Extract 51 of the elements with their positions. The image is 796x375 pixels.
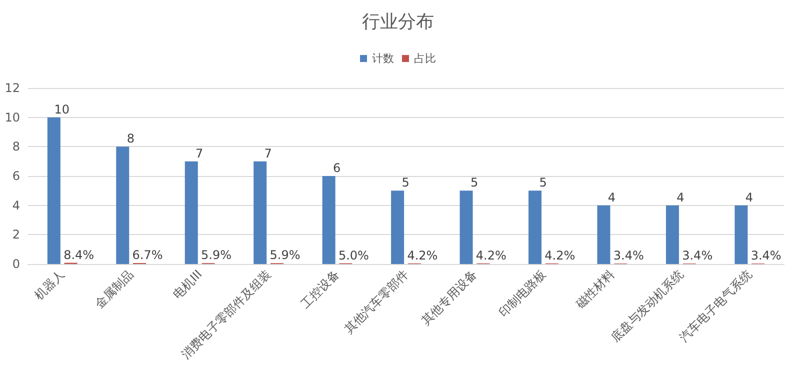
- data-label: 8: [126, 132, 134, 146]
- x-tick-label: 工控设备: [298, 267, 342, 311]
- bar: [460, 190, 473, 264]
- bar: [184, 161, 198, 264]
- bar: [322, 176, 336, 264]
- bar: [734, 205, 748, 264]
- bar: [528, 190, 542, 264]
- x-tick-label: 金属制品: [92, 267, 136, 311]
- x-tick-label: 其他专用设备: [418, 267, 480, 328]
- data-label: 5.0%: [338, 248, 369, 262]
- data-label: 4.2%: [544, 248, 576, 262]
- bar: [254, 161, 267, 264]
- data-label: 4: [676, 190, 684, 204]
- legend-label: 计数: [372, 52, 394, 65]
- bar: [391, 190, 404, 264]
- x-tick-label: 机器人: [32, 267, 68, 302]
- x-tick-label: 磁性材料: [572, 267, 618, 312]
- data-label: 4.2%: [407, 248, 438, 262]
- bar: [116, 146, 130, 264]
- y-tick-label: 4: [12, 198, 20, 212]
- y-tick-label: 0: [12, 257, 20, 271]
- data-label: 10: [54, 102, 70, 116]
- x-tick-label: 印制电路板: [496, 267, 548, 320]
- data-label: 5.9%: [270, 248, 300, 262]
- y-tick-label: 12: [4, 81, 20, 95]
- data-label: 7: [264, 146, 272, 160]
- data-label: 3.4%: [750, 248, 782, 262]
- data-label: 4.2%: [476, 248, 506, 262]
- data-label: 3.4%: [682, 248, 713, 262]
- y-tick-label: 10: [4, 110, 20, 124]
- data-label: 8.4%: [64, 248, 94, 262]
- data-label: 5: [539, 176, 547, 190]
- y-tick-label: 2: [12, 228, 20, 242]
- bar: [666, 205, 679, 264]
- data-label: 5: [402, 176, 410, 190]
- x-tick-label: 其他汽车零部件: [342, 267, 411, 336]
- legend-label: 占比: [414, 52, 436, 65]
- y-tick-label: 8: [12, 140, 20, 154]
- data-label: 4: [745, 190, 754, 204]
- data-label: 3.4%: [613, 248, 644, 262]
- bar: [47, 117, 60, 264]
- data-label: 5: [470, 176, 478, 190]
- data-label: 7: [196, 146, 204, 160]
- bar: [597, 205, 610, 264]
- data-label: 5.9%: [201, 248, 232, 262]
- x-tick-label: 电机III: [170, 267, 205, 302]
- chart-title: 行业分布: [362, 12, 434, 32]
- data-label: 4: [608, 190, 616, 204]
- y-tick-label: 6: [12, 169, 20, 183]
- data-label: 6: [333, 161, 341, 175]
- data-label: 6.7%: [132, 248, 163, 262]
